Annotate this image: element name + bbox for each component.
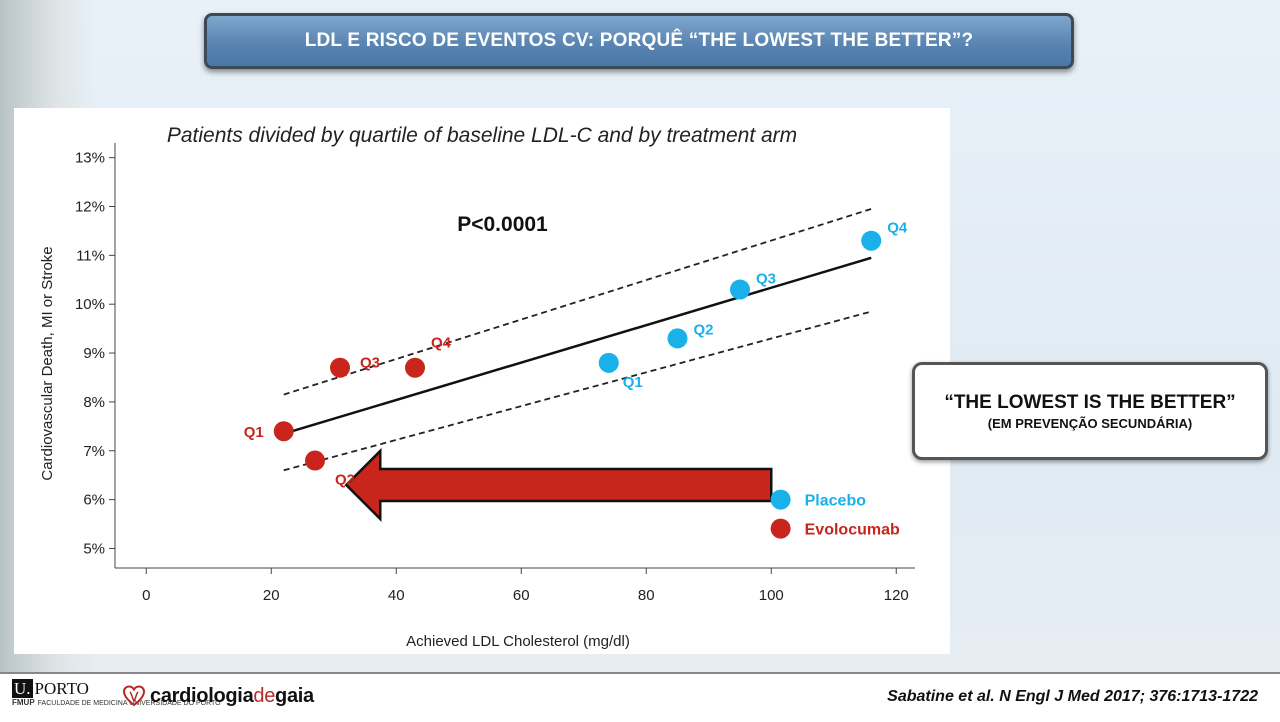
callout-main-text: “THE LOWEST IS THE BETTER” [944,391,1236,413]
x-tick-label: 20 [263,587,280,604]
y-tick-label: 11% [76,247,105,264]
y-tick-label: 5% [83,540,105,557]
heart-icon [122,685,146,707]
y-axis-label: Cardiovascular Death, MI or Stroke [39,246,56,480]
p-value-annotation: P<0.0001 [457,213,548,236]
footer-bar: U. PORTO FMUP FACULDADE DE MEDICINA UNIVER… [0,672,1280,722]
slide-title: LDL E RISCO DE EVENTOS CV: PORQUÊ “THE L… [304,30,974,51]
y-tick-label: 13% [75,150,105,167]
chart-panel: Patients divided by quartile of baseline… [14,108,950,654]
data-point-evolocumab-q3 [330,357,350,378]
y-tick-label: 7% [83,443,105,460]
faculty-label: FACULDADE DE MEDICINA UNIVERSIDADE DO PO… [37,700,221,707]
y-tick-label: 10% [75,296,105,313]
brand-part-b: de [253,684,276,707]
data-point-evolocumab-q1 [273,421,294,442]
data-point-evolocumab-q2 [305,450,325,471]
data-point-placebo-q1 [598,352,619,373]
data-point-placebo-q4 [861,230,882,251]
callout-box: “THE LOWEST IS THE BETTER” (EM PREVENÇÃO… [912,362,1268,460]
scatter-chart: Patients divided by quartile of baseline… [39,124,915,650]
x-tick-label: 120 [884,587,909,604]
cardiologiadegaia-logo: cardiologiadegaia [122,684,314,708]
chart-title: Patients divided by quartile of baseline… [167,124,797,147]
brand-part-c: gaia [275,684,314,707]
y-tick-label: 9% [83,345,105,362]
regression-line [283,256,872,435]
x-axis-label: Achieved LDL Cholesterol (mg/dl) [406,633,630,650]
data-label-evolocumab-q2: Q2 [335,472,355,489]
y-tick-label: 8% [83,394,105,411]
citation-text: Sabatine et al. N Engl J Med 2017; 376:1… [887,688,1258,705]
uporto-letter: U. [12,679,33,698]
legend-marker-placebo [770,489,791,510]
data-label-evolocumab-q3: Q3 [360,355,380,372]
data-point-placebo-q2 [667,328,688,349]
data-point-placebo-q3 [730,279,750,300]
ci-lower-line [283,310,872,472]
data-label-evolocumab-q1: Q1 [244,424,264,441]
y-tick-label: 12% [75,199,105,216]
x-tick-label: 0 [142,587,150,604]
legend-label-evolocumab: Evolocumab [805,522,900,539]
x-tick-label: 80 [638,587,655,604]
brand-part-a: cardiologia [150,684,254,707]
ci-upper-line [283,208,872,396]
data-label-placebo-q4: Q4 [887,220,908,237]
data-label-placebo-q3: Q3 [756,271,776,288]
data-label-placebo-q1: Q1 [623,374,643,391]
x-tick-label: 60 [513,587,530,604]
x-tick-label: 40 [388,587,405,604]
data-label-placebo-q2: Q2 [694,321,714,338]
data-label-evolocumab-q4: Q4 [431,335,452,352]
legend-marker-evolocumab [770,518,791,539]
data-point-evolocumab-q4 [405,357,425,378]
uporto-logo: U. PORTO FMUP FACULDADE DE MEDICINA UNIVER… [12,679,221,708]
uporto-name: PORTO [34,679,89,698]
x-tick-label: 100 [759,587,784,604]
slide-title-banner: LDL E RISCO DE EVENTOS CV: PORQUÊ “THE L… [204,13,1074,69]
left-arrow [344,447,773,522]
fmup-label: FMUP [12,698,35,707]
y-tick-label: 6% [83,492,105,509]
legend-label-placebo: Placebo [805,493,867,510]
callout-sub-text: (EM PREVENÇÃO SECUNDÁRIA) [987,415,1193,431]
